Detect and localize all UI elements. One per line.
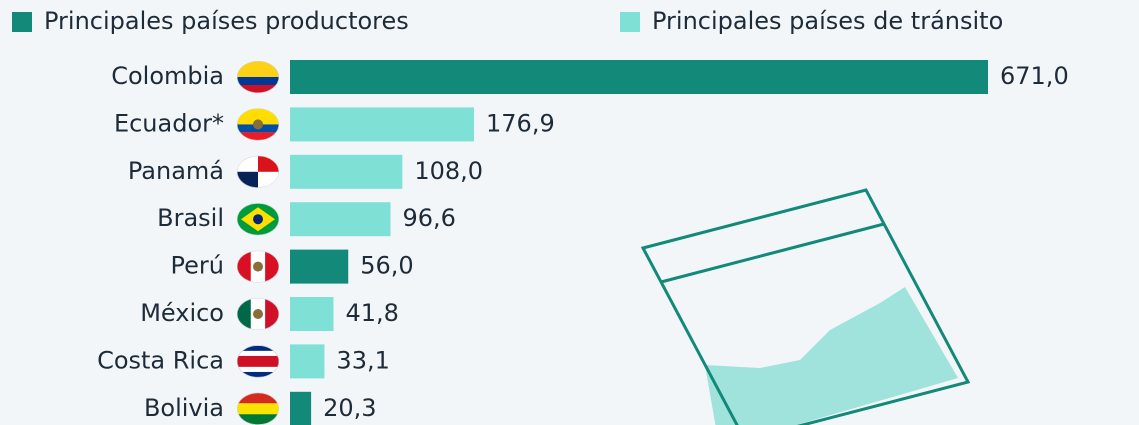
flag: [237, 203, 279, 236]
category-label: Bolivia: [144, 394, 224, 422]
value-label: 176,9: [486, 109, 555, 137]
flag-stripe: [237, 298, 251, 330]
bag-illustration: [640, 188, 971, 425]
category-label: México: [140, 299, 224, 327]
flags: [237, 61, 279, 425]
flag-stripe: [237, 392, 279, 404]
category-label: Perú: [171, 252, 224, 280]
value-label: 671,0: [1000, 62, 1069, 90]
flag: [237, 392, 279, 425]
flag-stripe: [237, 132, 279, 141]
bar: [290, 297, 334, 331]
flag-stripe: [237, 61, 279, 77]
bar: [290, 344, 325, 379]
flag-stripe: [237, 108, 279, 125]
value-label: 41,8: [345, 299, 398, 327]
flag-stripe: [265, 298, 279, 330]
flag-stripe: [237, 403, 279, 415]
bar: [290, 249, 349, 284]
flag-emblem: [253, 309, 263, 319]
bar: [290, 202, 391, 237]
category-label: Ecuador*: [114, 109, 224, 137]
value-label: 56,0: [360, 252, 413, 280]
category-label: Costa Rica: [97, 346, 224, 374]
flag-stripe: [237, 77, 279, 85]
flag: [237, 298, 279, 330]
legend-label: Principales países productores: [44, 7, 409, 35]
value-label: 20,3: [323, 394, 376, 422]
category-label: Colombia: [111, 62, 224, 90]
bar: [290, 60, 988, 94]
flag: [237, 108, 279, 141]
bar: [290, 391, 312, 425]
flag-stripe: [237, 250, 251, 283]
value-label: 33,1: [336, 346, 389, 374]
value-label: 96,6: [402, 204, 455, 232]
flag-stripe: [237, 414, 279, 425]
flag-emblem: [253, 119, 263, 130]
flag-stripe: [237, 355, 279, 367]
category-label: Panamá: [128, 157, 224, 185]
bar: [290, 107, 475, 142]
legend-swatch: [620, 12, 640, 32]
legend-label: Principales países de tránsito: [652, 7, 1003, 35]
flag: [237, 61, 279, 93]
flag-emblem: [253, 261, 263, 272]
flag: [237, 250, 279, 283]
value-label: 108,0: [414, 157, 483, 185]
flag-emblem: [253, 214, 263, 225]
flag: [237, 155, 279, 188]
flag: [237, 345, 279, 378]
bar: [290, 154, 403, 189]
category-label: Brasil: [157, 204, 224, 232]
flag-stripe: [265, 250, 279, 283]
flag-stripe: [237, 85, 279, 93]
legend-swatch: [12, 12, 32, 32]
